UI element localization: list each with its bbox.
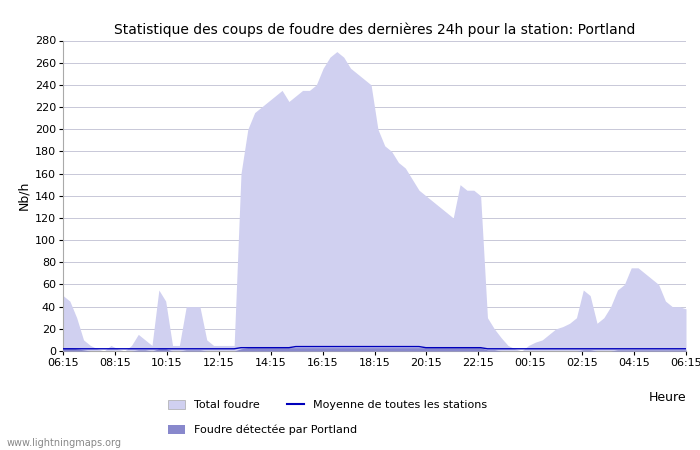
Y-axis label: Nb/h: Nb/h (18, 181, 31, 211)
Title: Statistique des coups de foudre des dernières 24h pour la station: Portland: Statistique des coups de foudre des dern… (114, 22, 635, 36)
Text: www.lightningmaps.org: www.lightningmaps.org (7, 438, 122, 448)
Text: Heure: Heure (648, 392, 686, 405)
Legend: Foudre détectée par Portland: Foudre détectée par Portland (168, 425, 357, 435)
